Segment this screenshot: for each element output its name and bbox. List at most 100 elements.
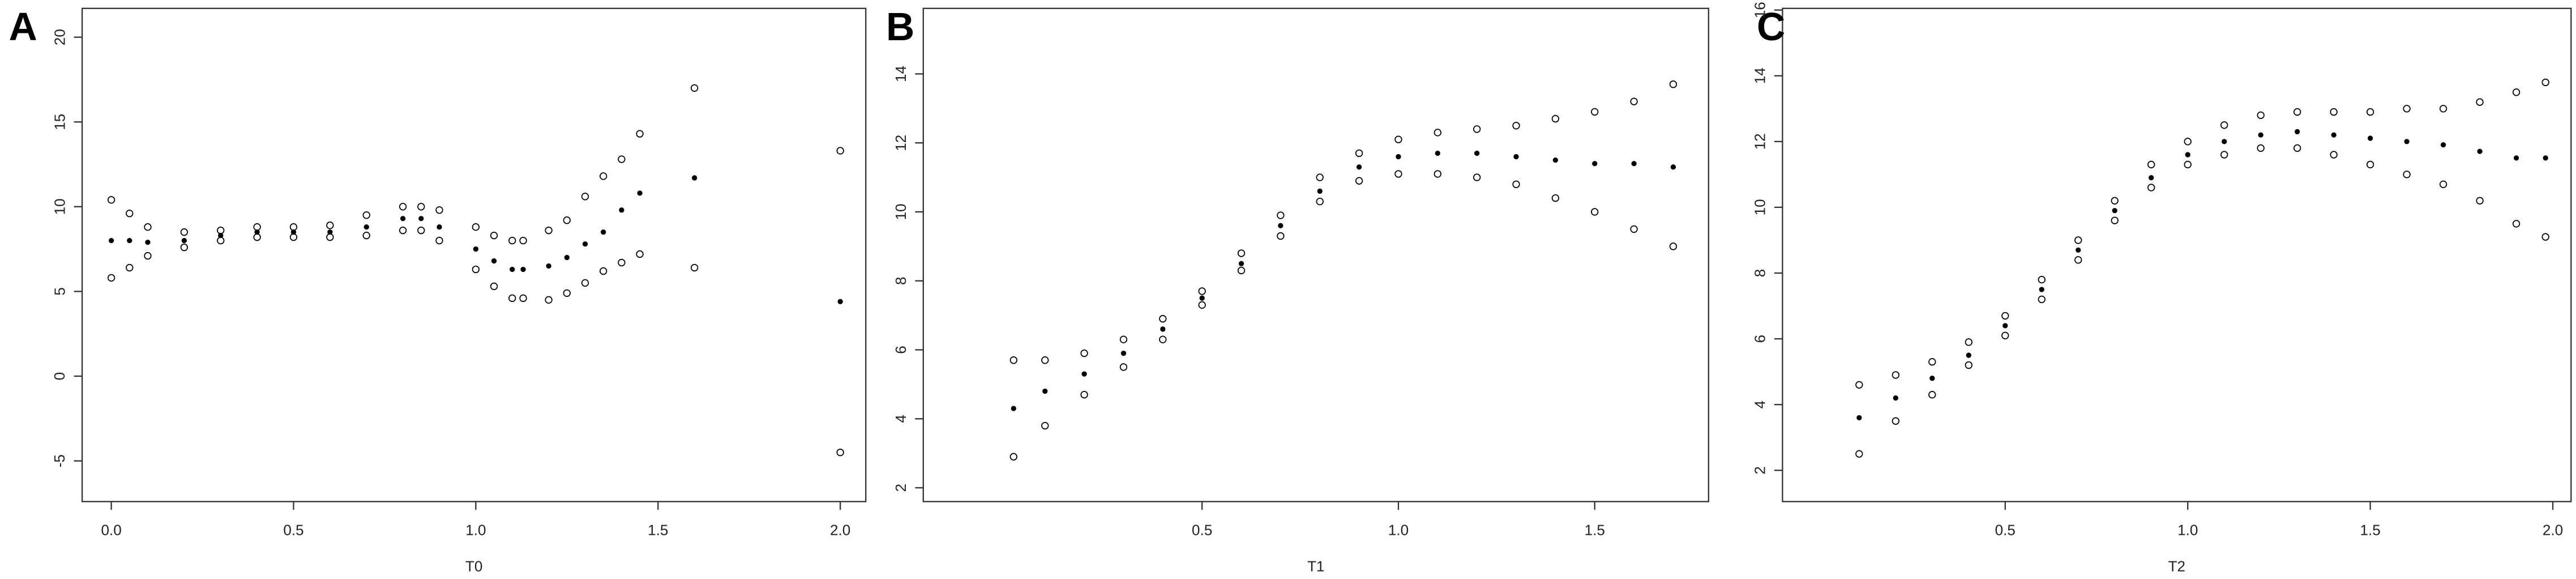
y-tick-label: 10 <box>51 198 68 215</box>
data-point <box>2001 331 2009 339</box>
data-point <box>490 282 498 291</box>
data-point <box>636 130 644 138</box>
data-point <box>2512 88 2521 96</box>
data-point <box>837 299 843 304</box>
data-point <box>836 147 844 155</box>
data-point <box>1552 157 1559 163</box>
data-point <box>563 216 571 224</box>
data-point <box>1928 391 1936 399</box>
data-point <box>2476 197 2484 205</box>
data-point <box>637 190 643 196</box>
data-point <box>1855 450 1863 458</box>
data-point <box>582 241 588 247</box>
data-point <box>399 203 407 211</box>
data-point <box>2222 139 2227 144</box>
data-point <box>107 274 115 282</box>
data-point <box>1120 350 1127 356</box>
data-point <box>2002 323 2008 329</box>
data-point <box>2076 247 2081 253</box>
data-point <box>1591 208 1599 216</box>
data-point <box>2440 142 2446 148</box>
data-point <box>2220 121 2228 129</box>
data-point <box>1513 154 1519 160</box>
data-point <box>2112 208 2117 214</box>
data-point <box>1355 177 1363 185</box>
y-tick-label: 6 <box>1752 335 1769 343</box>
data-point <box>1551 114 1560 123</box>
data-point <box>1009 356 1017 364</box>
data-point <box>2439 105 2447 113</box>
data-point <box>1355 149 1363 157</box>
data-point <box>1011 406 1016 411</box>
data-point <box>2330 151 2338 159</box>
data-point <box>508 236 516 245</box>
x-tick-label: 2.0 <box>2543 521 2563 538</box>
x-axis-label: T1 <box>1307 557 1324 574</box>
data-point <box>1669 80 1678 88</box>
data-point <box>564 254 570 261</box>
data-point <box>520 266 526 273</box>
data-point <box>491 258 497 264</box>
data-point <box>363 224 369 230</box>
data-point <box>2512 220 2521 228</box>
data-point <box>1041 356 1049 364</box>
data-point <box>2331 132 2337 138</box>
data-point <box>1856 415 1862 420</box>
data-point <box>2439 180 2447 188</box>
data-point <box>2111 216 2119 224</box>
data-point <box>2257 111 2265 120</box>
data-point <box>600 267 607 275</box>
data-point <box>1080 349 1088 357</box>
data-point <box>601 229 606 235</box>
data-point <box>581 193 589 201</box>
data-point <box>289 233 298 241</box>
data-point <box>618 155 626 163</box>
data-point <box>417 227 425 235</box>
data-point <box>1965 338 1972 346</box>
data-point <box>2330 108 2338 116</box>
data-point <box>1277 211 1285 219</box>
plot-frame <box>922 7 1710 503</box>
data-point <box>2403 105 2411 113</box>
panel-label: A <box>8 5 37 49</box>
x-axis-label: T2 <box>2168 557 2185 574</box>
data-point <box>2543 155 2548 161</box>
data-point <box>519 236 527 245</box>
data-point <box>1394 135 1402 143</box>
y-tick-label: 5 <box>51 287 68 296</box>
data-point <box>2149 175 2154 181</box>
data-point <box>435 236 443 245</box>
data-point <box>254 229 260 235</box>
data-point <box>1892 417 1900 425</box>
data-point <box>145 239 151 245</box>
data-point <box>1512 180 1520 188</box>
data-point <box>2295 129 2300 135</box>
data-point <box>1892 371 1900 379</box>
data-point <box>2147 160 2155 169</box>
y-tick-label: 14 <box>1752 67 1769 84</box>
data-point <box>1669 242 1678 250</box>
y-tick-label: 10 <box>892 203 909 220</box>
data-point <box>2476 98 2484 106</box>
y-tick-label: 20 <box>51 29 68 45</box>
data-point <box>1893 395 1898 401</box>
data-point <box>581 279 589 287</box>
data-point <box>362 231 370 240</box>
data-point <box>400 216 406 222</box>
data-point <box>2477 148 2483 154</box>
data-point <box>2293 108 2301 116</box>
data-point <box>126 210 134 218</box>
data-point <box>108 237 114 244</box>
y-tick-label: 10 <box>1752 199 1769 215</box>
x-tick-label: 1.0 <box>1388 521 1409 538</box>
data-point <box>563 289 571 297</box>
data-point <box>636 250 644 258</box>
data-point <box>836 448 844 457</box>
data-point <box>2293 144 2301 152</box>
panel-label: C <box>1757 5 1785 49</box>
data-point <box>180 228 189 236</box>
data-point <box>2220 151 2228 159</box>
plot-frame <box>81 7 867 503</box>
y-tick-label: 2 <box>1752 466 1769 475</box>
data-point <box>2147 184 2155 191</box>
